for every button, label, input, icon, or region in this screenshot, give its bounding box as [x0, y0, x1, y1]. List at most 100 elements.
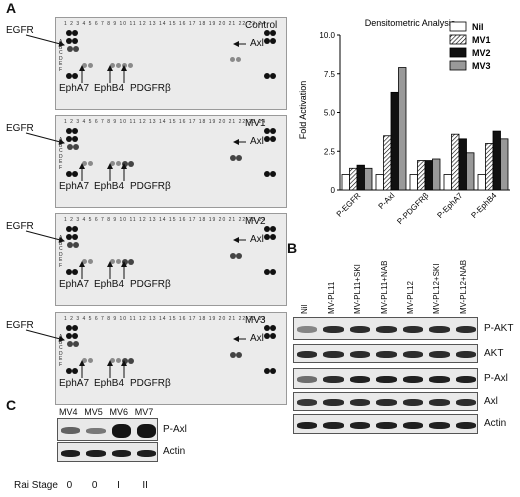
egfr-spot: [73, 46, 79, 52]
blot-band: [376, 421, 397, 429]
bar-mv2-2: [424, 160, 433, 191]
ephb4-label: EphB4: [94, 279, 125, 290]
reference-spot: [264, 73, 270, 79]
blot-b-strip: [293, 368, 478, 389]
axl-label: Axl: [250, 38, 264, 49]
axl-spot: [230, 352, 236, 358]
reference-spot: [72, 136, 78, 142]
reference-spot: [72, 128, 78, 134]
blot-b-strip: [293, 392, 478, 411]
receptor-spot: [116, 63, 121, 68]
legend-swatch: [449, 47, 467, 58]
blot-b-lane-label: Nil: [300, 304, 310, 314]
egfr-spot: [67, 46, 73, 52]
bar-nil-2: [409, 174, 418, 191]
reference-spot: [270, 73, 276, 79]
pdgfr-spot: [128, 63, 133, 68]
pdgfr-label: PDGFRβ: [130, 181, 171, 192]
chart-ylabel: Fold Activation: [298, 81, 308, 140]
x-tick-label: P-Axl: [377, 191, 397, 211]
reference-spot: [264, 171, 270, 177]
pdgfr-label: PDGFRβ: [130, 83, 171, 94]
reference-spot: [270, 128, 276, 134]
y-tick-label: 10.0: [319, 31, 335, 40]
blot-band: [136, 423, 156, 438]
egfr-spot: [67, 242, 73, 248]
receptor-spot: [110, 259, 115, 264]
bar-mv3-1: [398, 67, 407, 191]
blot-band: [376, 376, 397, 383]
blot-b-lane-label: MV-PL12+NAB: [458, 259, 468, 314]
condition-label: MV2: [245, 216, 266, 227]
blot-band: [323, 421, 344, 429]
axl-label: Axl: [250, 234, 264, 245]
egfr-spot: [73, 144, 79, 150]
array-column-numbers: 1 2 3 4 5 6 7 8 9 10 11 12 13 14 15 16 1…: [64, 21, 267, 27]
reference-spot: [270, 333, 276, 339]
panel-letter-a: A: [6, 0, 17, 16]
egfr-label: EGFR: [6, 221, 34, 232]
legend-label: MV3: [472, 61, 491, 71]
receptor-spot: [88, 161, 93, 166]
reference-spot: [270, 269, 276, 275]
reference-spot: [72, 333, 78, 339]
array-row-letters: A B C D E F: [59, 235, 63, 269]
reference-spot: [72, 234, 78, 240]
rai-stage-value: 0: [91, 480, 98, 491]
legend-swatch: [449, 34, 467, 45]
egfr-label: EGFR: [6, 123, 34, 134]
receptor-spot: [110, 358, 115, 363]
blot-band: [297, 421, 318, 429]
blot-band: [429, 399, 450, 406]
receptor-spot: [82, 161, 87, 166]
axl-spot: [236, 352, 242, 358]
array-panel: 1 2 3 4 5 6 7 8 9 10 11 12 13 14 15 16 1…: [55, 115, 287, 208]
blot-c-lane-label: MV4: [59, 407, 78, 417]
blot-b-row-label: Actin: [484, 418, 507, 429]
pdgfr-label: PDGFRβ: [130, 279, 171, 290]
blot-band: [86, 449, 106, 457]
legend-label: Nil: [472, 22, 484, 32]
blot-band: [402, 399, 424, 406]
bar-mv1-1: [383, 135, 392, 191]
blot-b-lane-label: MV-PL11+SKI: [353, 264, 363, 314]
reference-spot: [72, 325, 78, 331]
bar-mv3-0: [364, 167, 373, 191]
axl-spot: [230, 57, 235, 62]
blot-band: [402, 351, 424, 358]
reference-spot: [270, 325, 276, 331]
bar-mv2-1: [390, 91, 399, 191]
bar-mv3-3: [466, 152, 475, 191]
reference-spot: [66, 73, 72, 79]
reference-spot: [66, 333, 72, 339]
blot-band: [61, 449, 81, 457]
blot-band: [376, 351, 397, 358]
bar-mv2-3: [458, 138, 467, 191]
bar-mv1-4: [485, 143, 494, 191]
receptor-spot: [116, 358, 121, 363]
reference-spot: [66, 30, 72, 36]
rai-stage-label: Rai Stage: [14, 480, 58, 491]
blot-band: [376, 399, 397, 406]
densitometric-bar-chart: Densitometric Analysis Fold Activation 0…: [298, 18, 510, 226]
condition-label: Control: [245, 20, 278, 31]
blot-band: [61, 427, 81, 434]
blot-b-lane-label: MV-PL12: [405, 281, 415, 314]
epha7-label: EphA7: [59, 378, 90, 389]
blot-c-lane-label: MV5: [84, 407, 103, 417]
receptor-spot: [110, 63, 115, 68]
array-row-letters: A B C D E F: [59, 137, 63, 171]
blot-band: [297, 399, 318, 406]
x-tick-label: P-EphB4: [469, 191, 498, 220]
blot-b-strip: [293, 344, 478, 363]
pdgfr-spot: [128, 259, 134, 265]
bar-mv1-2: [417, 160, 426, 191]
blot-b-row-label: P-Axl: [484, 372, 508, 384]
ephb4-label: EphB4: [94, 83, 125, 94]
blot-band: [323, 376, 344, 383]
blot-band: [429, 376, 450, 383]
y-tick-label: 2.5: [324, 147, 336, 156]
x-tick-label: P-EGFR: [335, 191, 363, 219]
blot-band: [376, 326, 397, 333]
blot-band: [402, 326, 424, 333]
